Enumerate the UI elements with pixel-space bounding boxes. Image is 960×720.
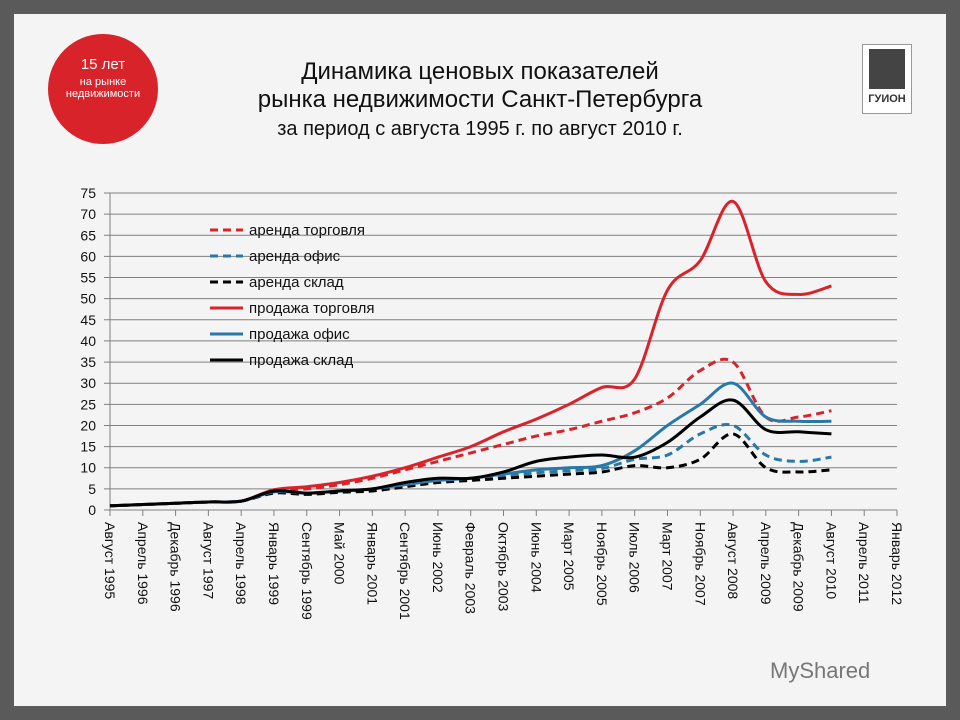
y-tick-label: 0 — [88, 502, 96, 518]
x-tick-label: Июнь 2002 — [430, 522, 446, 593]
x-tick-label: Апрель 2009 — [758, 522, 774, 605]
y-tick-label: 55 — [80, 270, 96, 286]
chart-subtitle: за период с августа 1995 г. по август 20… — [277, 118, 683, 140]
x-tick-label: Февраль 2003 — [463, 522, 479, 614]
x-tick-label: Март 2005 — [561, 522, 577, 591]
x-tick-label: Август 2008 — [725, 522, 741, 599]
y-tick-label: 5 — [88, 481, 96, 497]
badge-line1: 15 лет — [80, 56, 126, 73]
legend-label: продажа склад — [249, 352, 353, 369]
y-tick-label: 50 — [80, 291, 96, 307]
series-line — [109, 432, 832, 508]
watermark: MyShared — [770, 658, 871, 683]
y-tick-label: 35 — [80, 354, 96, 370]
x-tick-label: Ноябрь 2005 — [594, 522, 610, 606]
y-tick-label: 60 — [80, 248, 96, 264]
legend-label: аренда офис — [249, 248, 341, 265]
y-tick-label: 15 — [80, 439, 96, 455]
legend-label: аренда склад — [249, 274, 344, 291]
series-line — [109, 398, 832, 508]
x-tick-label: Июнь 2004 — [528, 522, 544, 593]
legend-label: продажа торговля — [249, 300, 375, 317]
logo-text: ГУИОН — [868, 93, 906, 105]
legend-label: продажа офис — [249, 326, 350, 343]
y-tick-label: 25 — [80, 396, 96, 412]
y-tick-label: 10 — [80, 460, 96, 476]
slide — [14, 14, 946, 706]
x-tick-label: Август 1995 — [102, 522, 118, 599]
x-tick-label: Апрель 1996 — [135, 522, 151, 605]
x-tick-label: Март 2007 — [659, 522, 675, 591]
y-tick-label: 45 — [80, 312, 96, 328]
chart-title-line1: Динамика ценовых показателей — [301, 58, 659, 85]
logo-image-icon — [869, 49, 905, 89]
x-tick-label: Август 1997 — [200, 522, 216, 599]
x-tick-label: Май 2000 — [332, 522, 348, 585]
x-tick-label: Январь 1999 — [266, 522, 282, 605]
x-tick-label: Сентябрь 2001 — [397, 522, 413, 620]
legend-label: аренда торговля — [249, 222, 365, 239]
y-tick-label: 40 — [80, 333, 96, 349]
y-tick-label: 20 — [80, 417, 96, 433]
y-tick-label: 65 — [80, 227, 96, 243]
series-line — [109, 357, 832, 508]
badge-line2: на рынке — [79, 76, 127, 88]
x-tick-label: Август 2010 — [823, 522, 839, 599]
x-tick-label: Январь 2012 — [889, 522, 905, 605]
badge-line3: недвижимости — [65, 88, 141, 100]
x-tick-label: Апрель 2011 — [856, 522, 872, 604]
x-tick-label: Декабрь 1996 — [168, 522, 184, 612]
x-tick-label: Ноябрь 2007 — [692, 522, 708, 606]
x-tick-label: Сентябрь 1999 — [299, 522, 315, 620]
anniversary-badge: 15 лет на рынке недвижимости — [48, 34, 158, 144]
y-tick-label: 70 — [80, 206, 96, 222]
x-tick-label: Декабрь 2009 — [791, 522, 807, 612]
x-tick-label: Апрель 1998 — [233, 522, 249, 605]
y-tick-label: 75 — [80, 185, 96, 201]
y-tick-label: 30 — [80, 375, 96, 391]
series-line — [109, 199, 832, 508]
x-tick-label: Январь 2001 — [364, 522, 380, 605]
guion-logo: ГУИОН — [862, 44, 912, 114]
x-tick-label: Октябрь 2003 — [496, 522, 512, 612]
x-tick-label: Июль 2006 — [627, 522, 643, 593]
chart-title-line2: рынка недвижимости Санкт-Петербурга — [257, 86, 703, 113]
